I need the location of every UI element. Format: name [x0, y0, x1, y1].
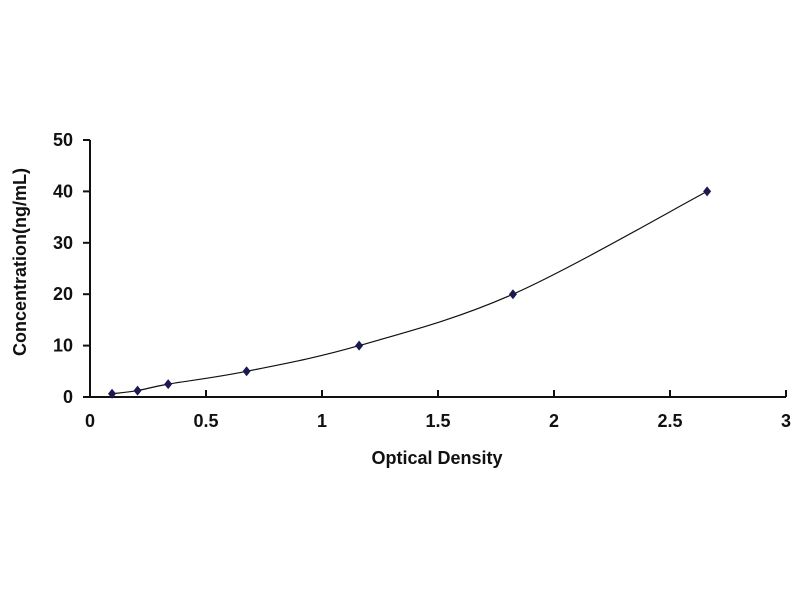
- y-axis-label: Concentration(ng/mL): [10, 168, 30, 356]
- y-tick-label: 30: [53, 233, 73, 253]
- y-axis-ticks: 0 10 20 30 40 50: [53, 130, 90, 407]
- x-tick-label: 0.5: [193, 411, 218, 431]
- data-point-marker: [355, 340, 364, 351]
- x-axis-ticks: 0 0.5 1 1.5 2 2.5 3: [85, 390, 791, 431]
- data-point-marker: [164, 379, 173, 390]
- y-tick-label: 0: [63, 387, 73, 407]
- data-points: [108, 186, 712, 399]
- x-tick-label: 1.5: [425, 411, 450, 431]
- x-tick-label: 2.5: [657, 411, 682, 431]
- x-tick-label: 2: [549, 411, 559, 431]
- x-tick-label: 0: [85, 411, 95, 431]
- x-tick-label: 1: [317, 411, 327, 431]
- y-tick-label: 40: [53, 181, 73, 201]
- data-point-marker: [703, 186, 712, 197]
- data-point-marker: [508, 289, 517, 300]
- data-point-marker: [242, 366, 251, 377]
- axes: [89, 140, 786, 398]
- y-tick-label: 10: [53, 336, 73, 356]
- x-axis-label: Optical Density: [371, 448, 502, 468]
- fitted-curve: [111, 190, 708, 395]
- data-point-marker: [133, 385, 142, 396]
- x-tick-label: 3: [781, 411, 791, 431]
- y-tick-label: 50: [53, 130, 73, 150]
- y-tick-label: 20: [53, 284, 73, 304]
- data-point-marker: [108, 388, 117, 399]
